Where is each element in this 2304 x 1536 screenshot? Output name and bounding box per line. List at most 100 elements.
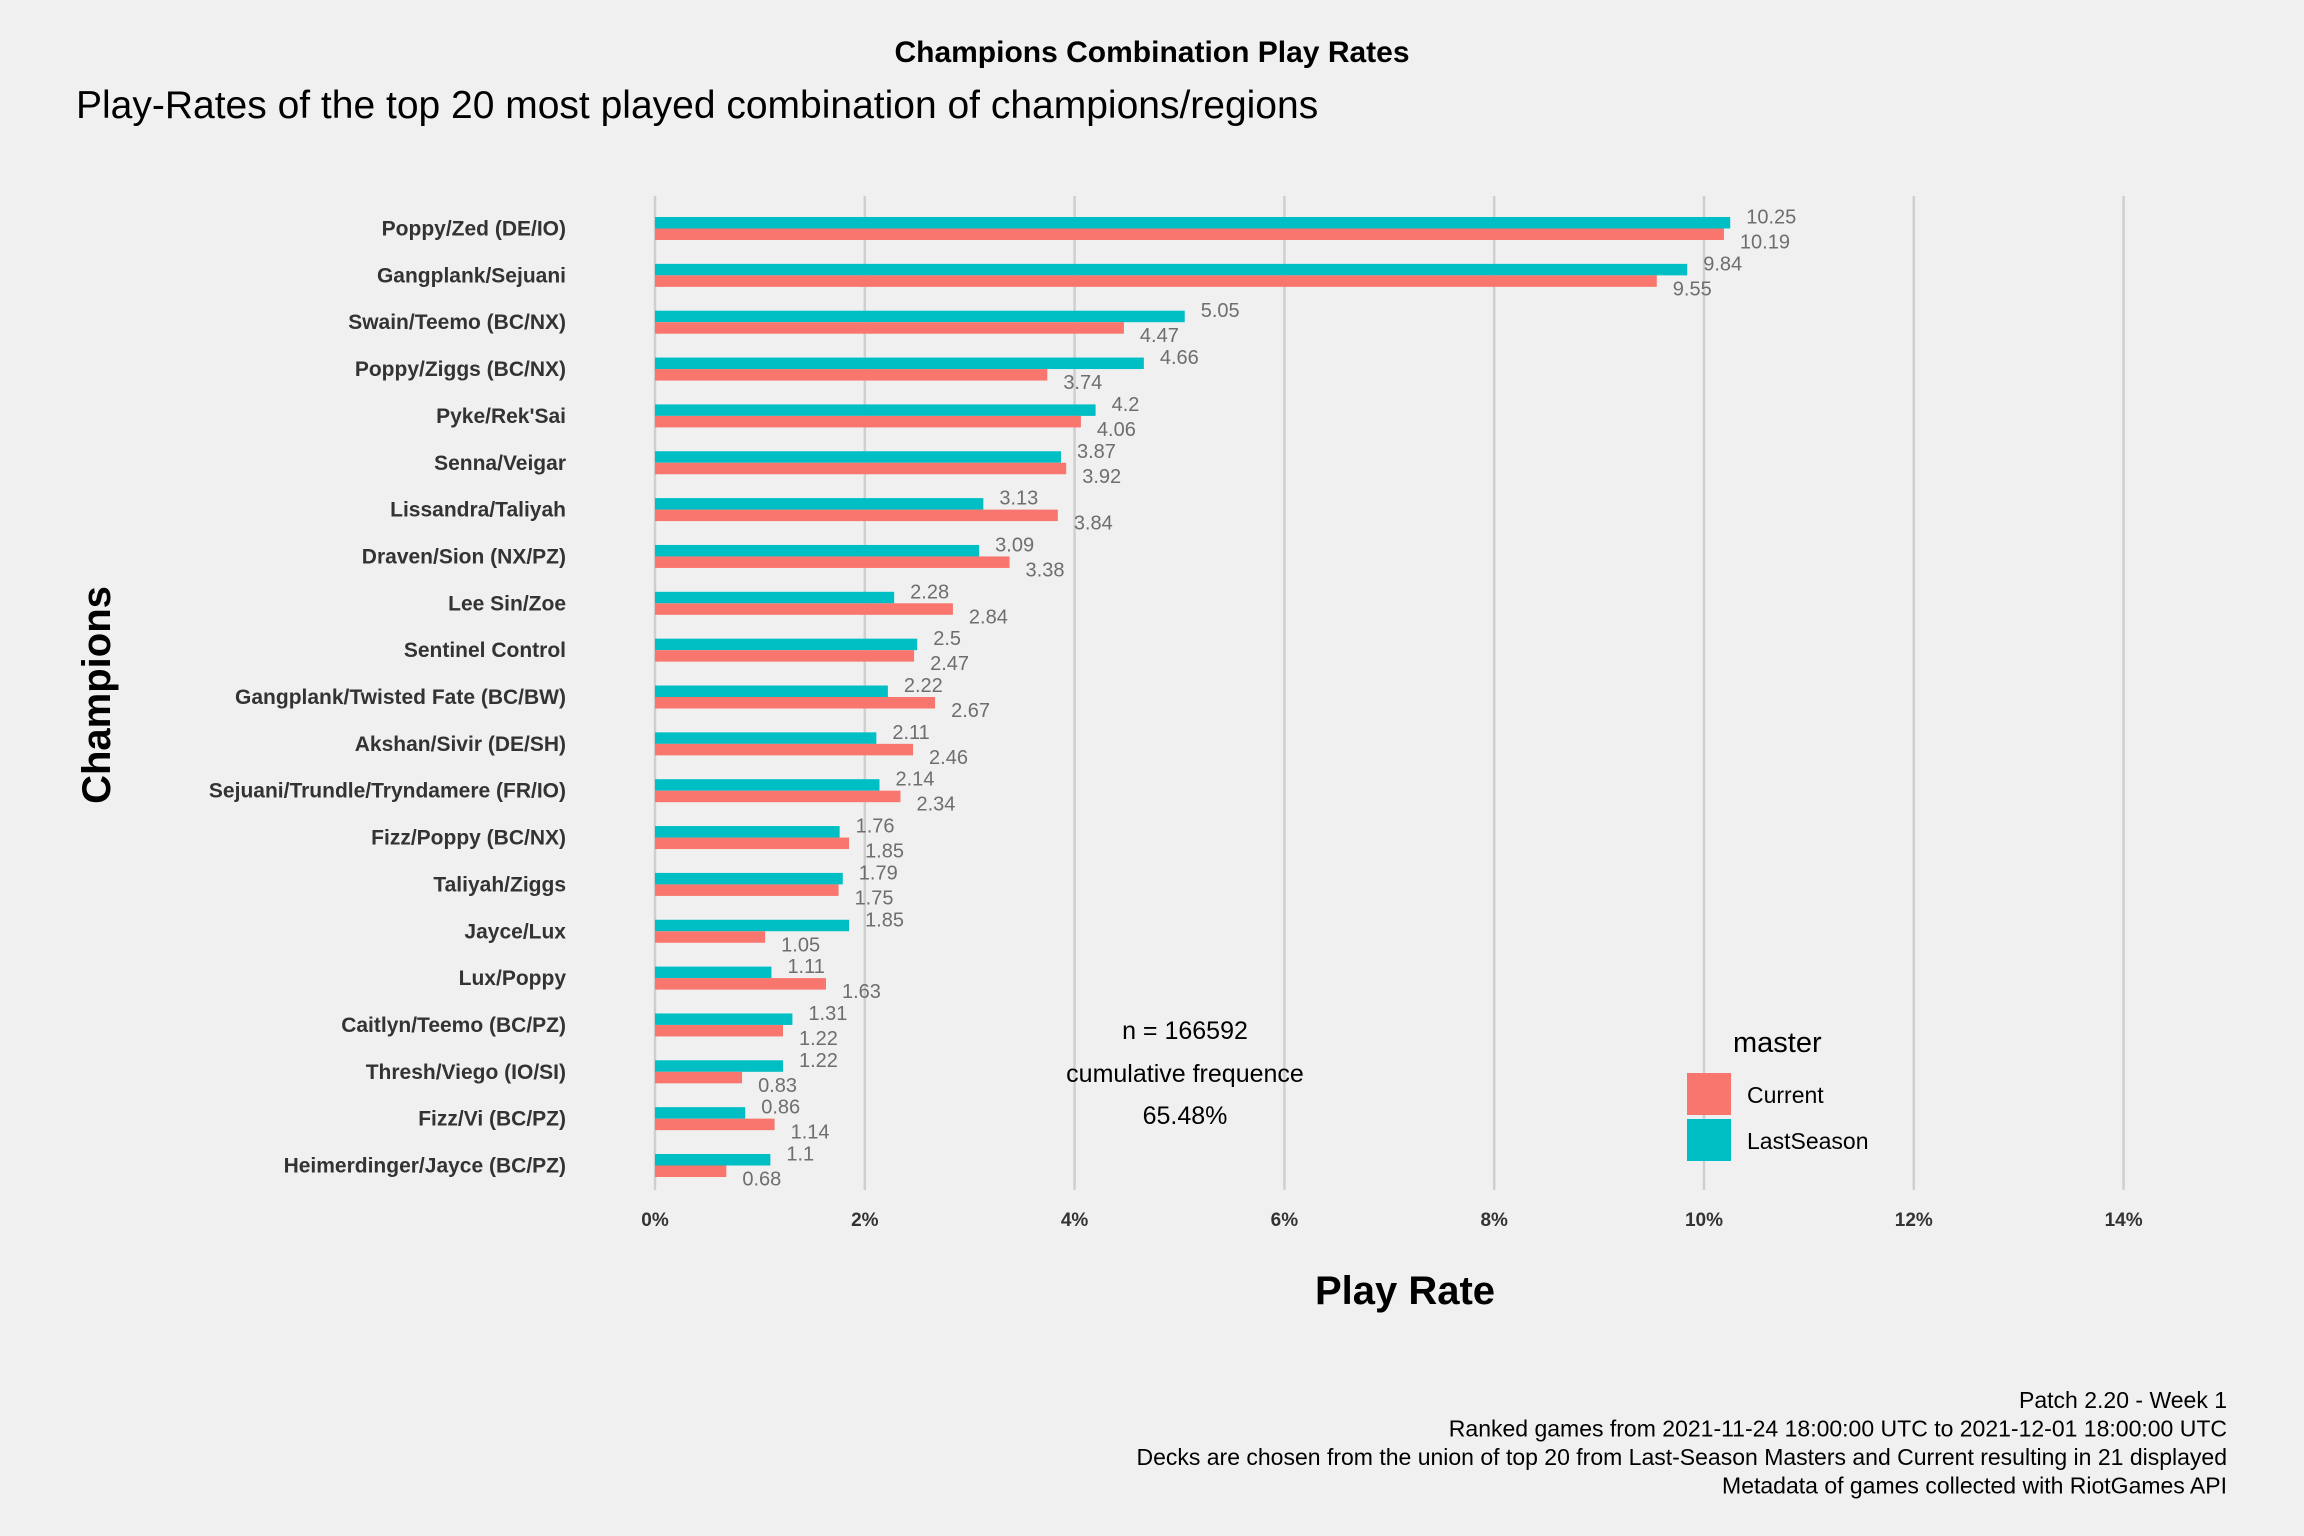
bar-lastseason (655, 217, 1731, 229)
data-label-lastseason: 3.87 (1077, 441, 1116, 463)
bar-lastseason (655, 591, 895, 604)
legend-title: master (1733, 1027, 1822, 1059)
data-label-lastseason: 1.76 (856, 816, 895, 838)
bar-lastseason (655, 732, 877, 744)
caption: Patch 2.20 - Week 1 Ranked games from 202… (1136, 1387, 2227, 1499)
y-tick-label: Gangplank/Twisted Fate (BC/BW) (235, 686, 566, 709)
bar-lastseason (655, 1013, 793, 1025)
y-tick-label: Pyke/Rek'Sai (436, 405, 566, 428)
bar-lastseason (655, 872, 843, 885)
data-label-lastseason: 1.85 (865, 909, 904, 931)
x-tick-label: 0% (641, 1210, 669, 1231)
legend-swatch (1687, 1073, 1731, 1115)
data-label-current: 4.06 (1097, 419, 1136, 441)
bar-lastseason (655, 919, 850, 932)
data-label-current: 0.83 (758, 1075, 797, 1097)
y-tick-label: Heimerdinger/Jayce (BC/PZ) (284, 1155, 566, 1178)
caption-line: Patch 2.20 - Week 1 (2019, 1387, 2227, 1413)
y-axis-title: Champions (75, 586, 119, 804)
bar-lastseason (655, 638, 918, 651)
data-label-lastseason: 1.31 (808, 1003, 847, 1025)
data-label-current: 4.47 (1140, 325, 1179, 347)
bar-current (655, 275, 1657, 287)
bar-current (655, 884, 839, 896)
y-tick-label: Gangplank/Sejuani (377, 264, 566, 287)
bar-current (655, 509, 1058, 522)
legend: master Current LastSeason (1687, 1027, 1868, 1161)
x-tick-label: 12% (1895, 1210, 1933, 1231)
bar-lastseason (655, 1060, 783, 1072)
bar-current (655, 556, 1010, 568)
y-tick-label: Lissandra/Taliyah (390, 499, 566, 522)
data-label-lastseason: 0.86 (761, 1097, 800, 1119)
chart-subtitle: Play-Rates of the top 20 most played com… (76, 84, 1318, 127)
bar-lastseason (655, 779, 880, 791)
y-tick-label: Caitlyn/Teemo (BC/PZ) (341, 1014, 566, 1037)
data-label-lastseason: 3.13 (999, 488, 1038, 510)
bar-lastseason (655, 357, 1144, 370)
x-tick-label: 4% (1061, 1210, 1089, 1231)
label-layer: 10.25 10.199.84 9.55 5.05 4.474.66 3.74 4.2 4.0… (742, 207, 1796, 1191)
bar-current (655, 415, 1081, 428)
y-tick-label: Lux/Poppy (459, 967, 567, 990)
data-label-current: 1.75 (855, 887, 894, 909)
data-label-current: 1.22 (799, 1028, 838, 1050)
legend-label: LastSeason (1747, 1128, 1868, 1154)
data-label-lastseason: 9.84 (1703, 253, 1742, 275)
bar-current (655, 1165, 727, 1177)
data-label-current: 10.19 (1740, 232, 1790, 254)
bar-current (655, 790, 901, 803)
bar-lastseason (655, 826, 840, 838)
bar-current (655, 1118, 775, 1131)
bar-current (655, 322, 1124, 334)
y-tick-label: Fizz/Poppy (BC/NX) (371, 827, 566, 850)
data-label-current: 3.92 (1082, 466, 1121, 488)
caption-line: Metadata of games collected with RiotGam… (1722, 1473, 2227, 1499)
data-label-current: 1.05 (781, 934, 820, 956)
bar-current (655, 931, 766, 943)
data-label-lastseason: 2.11 (892, 722, 929, 744)
bar-current (655, 603, 953, 615)
annotation-line: n = 166592 (1122, 1017, 1248, 1045)
data-label-current: 1.63 (842, 981, 881, 1003)
data-label-lastseason: 4.2 (1112, 394, 1140, 416)
annotation-layer: n = 166592 cumulative frequence 65.48% (1066, 1017, 1304, 1130)
bar-lastseason (655, 1107, 746, 1119)
data-label-lastseason: 2.14 (895, 769, 934, 791)
caption-line: Decks are chosen from the union of top 2… (1136, 1444, 2227, 1470)
y-tick-label: Taliyah/Ziggs (433, 873, 566, 896)
bar-lastseason (655, 1154, 771, 1166)
y-tick-label: Sejuani/Trundle/Tryndamere (FR/IO) (209, 780, 566, 803)
y-tick-label: Poppy/Zed (DE/IO) (382, 218, 566, 241)
data-label-lastseason: 2.5 (933, 628, 961, 650)
y-tick-label: Jayce/Lux (464, 920, 566, 943)
data-label-current: 3.74 (1063, 372, 1102, 394)
annotation-line: 65.48% (1143, 1102, 1228, 1130)
chart-title: Champions Combination Play Rates (894, 36, 1409, 69)
bar-lastseason (655, 544, 980, 557)
data-label-lastseason: 4.66 (1160, 347, 1199, 369)
bar-current (655, 697, 936, 709)
x-axis-title: Play Rate (1315, 1269, 1495, 1313)
y-tick-label: Akshan/Sivir (DE/SH) (355, 733, 566, 756)
data-label-current: 3.84 (1074, 513, 1113, 535)
bar-current (655, 650, 915, 662)
bar-current (655, 462, 1067, 475)
bar-lastseason (655, 310, 1185, 323)
legend-swatch (1687, 1119, 1731, 1161)
data-label-lastseason: 2.28 (910, 581, 949, 603)
y-tick-label: Sentinel Control (404, 639, 566, 662)
bar-current (655, 837, 850, 850)
bar-lastseason (655, 404, 1096, 416)
y-tick-label: Poppy/Ziggs (BC/NX) (355, 358, 566, 381)
bar-current (655, 369, 1048, 381)
x-tick-label: 14% (2105, 1210, 2143, 1231)
data-label-lastseason: 1.11 (787, 956, 824, 978)
data-label-lastseason: 5.05 (1201, 300, 1240, 322)
bar-current (655, 743, 914, 756)
annotation-line: cumulative frequence (1066, 1060, 1304, 1088)
data-label-current: 2.47 (930, 653, 969, 675)
y-tick-label: Draven/Sion (NX/PZ) (362, 545, 566, 568)
bar-lastseason (655, 685, 888, 697)
